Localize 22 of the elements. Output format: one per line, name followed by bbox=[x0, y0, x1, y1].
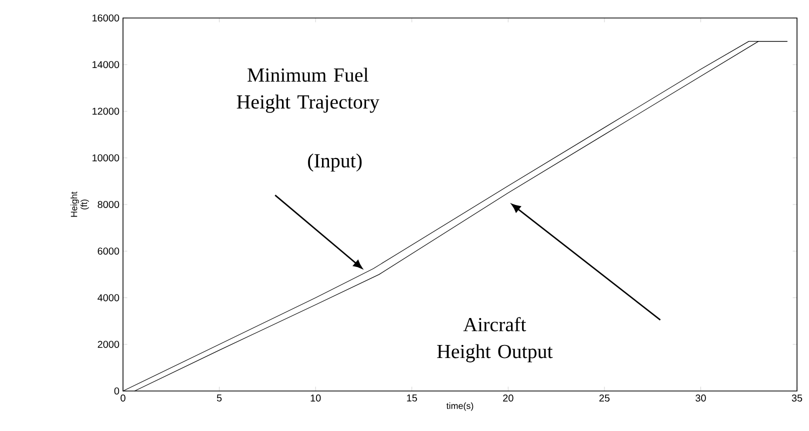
annotation: Minimum Fuel Height Trajectory bbox=[236, 68, 380, 113]
y-tick-label: 16000 bbox=[92, 14, 120, 22]
y-tick-label: 8000 bbox=[98, 200, 120, 208]
y-axis-title: Height (ft) bbox=[70, 192, 89, 217]
y-tick-label: 12000 bbox=[92, 108, 120, 115]
y-tick-label: 0 bbox=[114, 387, 120, 395]
annotation: Aircraft Height Output bbox=[437, 317, 553, 362]
y-tick-label: 14000 bbox=[92, 61, 120, 68]
x-tick-label: 5 bbox=[216, 394, 222, 402]
x-tick-label: 0 bbox=[120, 394, 126, 402]
y-tick-label: 10000 bbox=[92, 154, 120, 162]
x-tick-label: 20 bbox=[503, 394, 514, 402]
x-tick-label: 15 bbox=[407, 394, 417, 402]
y-tick-label: 2000 bbox=[98, 340, 120, 348]
x-tick-label: 30 bbox=[696, 394, 706, 402]
x-tick-label: 25 bbox=[599, 394, 610, 402]
y-tick-label: 6000 bbox=[98, 248, 120, 255]
x-axis-title: time(s) bbox=[446, 402, 474, 411]
x-tick-label: 10 bbox=[310, 394, 321, 402]
annotation: (Input) bbox=[308, 154, 362, 172]
y-tick-label: 4000 bbox=[98, 294, 120, 302]
x-tick-label: 35 bbox=[792, 394, 802, 402]
